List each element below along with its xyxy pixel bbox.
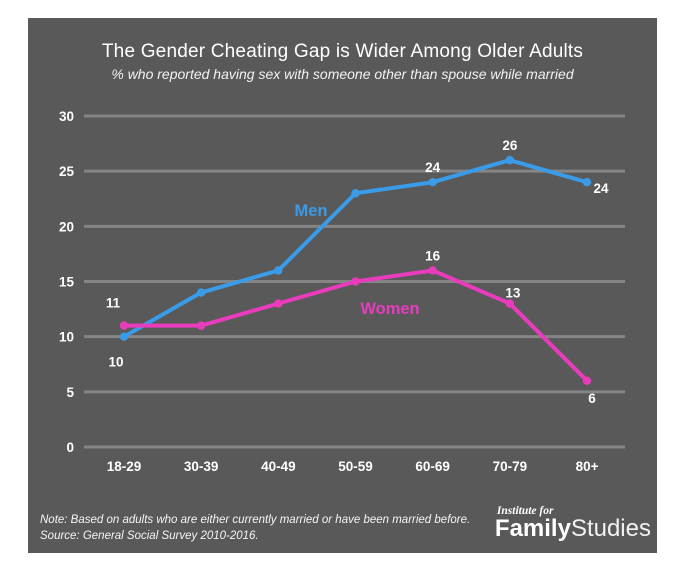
data-point-men-50-59 bbox=[351, 189, 360, 198]
data-point-men-40-49 bbox=[274, 266, 283, 275]
y-axis-tick-0: 0 bbox=[66, 440, 74, 455]
point-label-women-60-69: 16 bbox=[425, 248, 441, 263]
logo-family-studies: FamilyStudies bbox=[495, 517, 651, 541]
chart-title: The Gender Cheating Gap is Wider Among O… bbox=[101, 41, 584, 62]
y-axis-tick-5: 5 bbox=[66, 385, 74, 400]
data-point-women-30-39 bbox=[196, 321, 206, 330]
data-point-women-40-49 bbox=[274, 299, 283, 308]
series-label-women: Women bbox=[360, 300, 419, 318]
point-label-women-80+: 6 bbox=[588, 391, 596, 406]
data-point-men-18-29 bbox=[119, 332, 129, 341]
x-axis-tick-30-39: 30-39 bbox=[184, 459, 219, 474]
point-label-women-70-79: 13 bbox=[505, 286, 521, 301]
data-point-women-50-59 bbox=[351, 277, 360, 286]
footnote-note-line: Note: Based on adults who are either cur… bbox=[40, 513, 471, 526]
series-label-men: Men bbox=[295, 202, 328, 220]
data-point-men-30-39 bbox=[196, 288, 206, 297]
y-axis-tick-10: 10 bbox=[59, 330, 74, 345]
x-axis-tick-18-29: 18-29 bbox=[107, 459, 142, 474]
logo-studies: Studies bbox=[570, 515, 651, 542]
logo-family: Family bbox=[494, 515, 571, 542]
x-axis-tick-70-79: 70-79 bbox=[493, 459, 528, 474]
ifs-logo: Institute for FamilyStudies bbox=[495, 505, 651, 541]
point-label-women-18-29: 11 bbox=[106, 296, 121, 311]
y-axis-tick-25: 25 bbox=[59, 164, 75, 179]
x-axis-tick-50-59: 50-59 bbox=[338, 459, 373, 474]
data-point-women-80+ bbox=[582, 376, 592, 386]
logo-institute-for: Institute for bbox=[496, 505, 554, 517]
y-axis-tick-30: 30 bbox=[59, 109, 74, 124]
footnote-source-line: Source: General Social Survey 2010-2016. bbox=[40, 530, 259, 543]
point-label-men-70-79: 26 bbox=[502, 138, 518, 153]
data-point-women-70-79 bbox=[505, 299, 515, 308]
chart-panel: The Gender Cheating Gap is Wider Among O… bbox=[28, 18, 657, 553]
y-axis-tick-20: 20 bbox=[59, 219, 74, 234]
data-point-men-70-79 bbox=[505, 155, 515, 165]
x-axis-tick-60-69: 60-69 bbox=[415, 459, 450, 474]
data-point-women-18-29 bbox=[119, 321, 129, 330]
chart-subtitle: % who reported having sex with someone o… bbox=[111, 66, 574, 82]
line-chart: 0 5 10 15 20 25 30 18-29 30-39 40-49 50-59 60-69 70-… bbox=[59, 109, 625, 474]
data-point-men-80+ bbox=[582, 178, 592, 187]
footnote: Note: Based on adults who are either cur… bbox=[40, 512, 470, 545]
point-label-men-80+: 24 bbox=[594, 181, 610, 196]
x-axis-tick-40-49: 40-49 bbox=[261, 459, 296, 474]
point-label-men-60-69: 24 bbox=[425, 160, 441, 175]
point-label-men-18-29: 10 bbox=[108, 355, 123, 370]
data-point-men-60-69 bbox=[428, 178, 437, 187]
y-axis-tick-15: 15 bbox=[59, 275, 75, 290]
x-axis-tick-80+: 80+ bbox=[576, 459, 599, 474]
data-point-women-60-69 bbox=[428, 266, 437, 275]
